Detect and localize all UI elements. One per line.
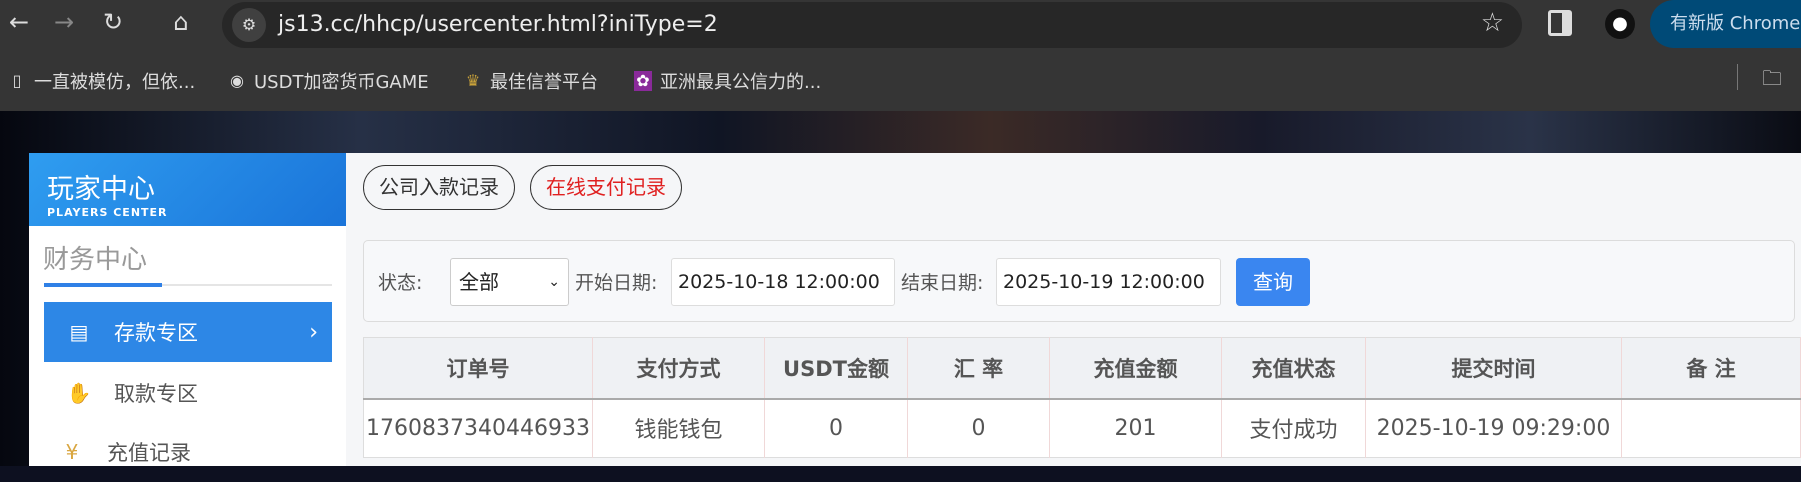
bookmarks-bar: ▯ 一直被模仿，但依... ◉ USDT加密货币GAME ♛ 最佳信誉平台 ✿ 亚洲最具… — [0, 50, 1801, 111]
sidebar-item-withdraw[interactable]: ✋ 取款专区 — [44, 363, 332, 423]
exchange-rate: 0 — [907, 398, 1050, 458]
column-header: 支付方式 — [592, 337, 765, 400]
divider — [1737, 64, 1738, 90]
folder-icon[interactable]: 🗀 — [1762, 66, 1782, 90]
column-header: 提交时间 — [1365, 337, 1622, 400]
bookmark-item[interactable]: ◉ USDT加密货币GAME — [228, 68, 429, 94]
records-table: 订单号 支付方式 USDT金额 汇 率 充值金额 充值状态 提交时间 备 注 1… — [363, 337, 1801, 458]
home-icon[interactable]: ⌂ — [173, 8, 189, 36]
card-icon: ▤ — [69, 320, 89, 344]
browser-toolbar: ← → ↻ ⌂ ⚙ js13.cc/hhcp/usercenter.html?i… — [0, 0, 1801, 50]
site-logo-icon: ♛ — [465, 71, 481, 90]
usdt-amount: 0 — [764, 398, 908, 458]
end-date-input[interactable]: 2025-10-19 12:00:00 — [996, 258, 1221, 306]
order-number: 1760837340446933 — [363, 398, 593, 458]
globe-icon: ◉ — [230, 71, 244, 90]
recharge-amount: 201 — [1049, 398, 1222, 458]
column-header: 充值金额 — [1049, 337, 1222, 400]
reload-icon[interactable]: ↻ — [102, 8, 124, 36]
recharge-status: 支付成功 — [1221, 398, 1366, 458]
forward-icon[interactable]: → — [53, 8, 75, 36]
status-label: 状态: — [378, 272, 423, 294]
start-date-label: 开始日期: — [575, 272, 658, 294]
chevron-down-icon: ⌄ — [548, 274, 560, 290]
side-panel-icon[interactable] — [1548, 10, 1572, 36]
payment-method: 钱能钱包 — [592, 398, 765, 458]
query-button[interactable]: 查询 — [1236, 258, 1310, 306]
bookmark-star-icon[interactable]: ☆ — [1480, 8, 1504, 38]
column-header: 充值状态 — [1221, 337, 1366, 400]
sidebar-item-deposit[interactable]: ▤ 存款专区 › — [44, 302, 332, 362]
column-header: 汇 率 — [907, 337, 1050, 400]
bookmark-item[interactable]: ✿ 亚洲最具公信力的... — [634, 68, 821, 94]
table-row: 1760837340446933 钱能钱包 0 0 201 支付成功 2025-… — [363, 398, 1801, 458]
sidebar-item-recharge-records[interactable]: ¥ 充值记录 — [37, 422, 325, 482]
start-date-input[interactable]: 2025-10-18 12:00:00 — [671, 258, 895, 306]
chevron-right-icon: › — [309, 319, 318, 345]
submit-time: 2025-10-19 09:29:00 — [1365, 398, 1622, 458]
end-date-label: 结束日期: — [901, 272, 984, 294]
bookmark-item[interactable]: ▯ 一直被模仿，但依... — [8, 68, 196, 94]
site-settings-icon[interactable]: ⚙ — [232, 8, 266, 42]
remark — [1621, 398, 1801, 458]
site-logo-icon: ✿ — [634, 71, 652, 91]
column-header: 订单号 — [363, 337, 593, 400]
tab-online-payment-records[interactable]: 在线支付记录 — [530, 165, 682, 210]
main-content: 公司入款记录 在线支付记录 状态: 全部 ⌄ 开始日期: 2025-10-18 1… — [346, 153, 1801, 466]
column-header: USDT金额 — [764, 337, 908, 400]
column-header: 备 注 — [1621, 337, 1801, 400]
url-text[interactable]: js13.cc/hhcp/usercenter.html?iniType=2 — [278, 12, 718, 37]
status-select[interactable]: 全部 ⌄ — [450, 258, 569, 306]
tab-company-deposit-records[interactable]: 公司入款记录 — [363, 165, 515, 210]
section-title: 财务中心 — [43, 245, 148, 275]
page-icon: ▯ — [12, 71, 22, 90]
hand-money-icon: ✋ — [66, 381, 92, 405]
bookmark-item[interactable]: ♛ 最佳信誉平台 — [465, 71, 598, 93]
money-bag-icon: ¥ — [65, 440, 79, 464]
profile-icon[interactable]: ● — [1605, 9, 1635, 39]
update-chrome-button[interactable]: 有新版 Chrome — [1650, 0, 1801, 48]
section-underline — [44, 283, 332, 287]
back-icon[interactable]: ← — [8, 8, 30, 36]
sidebar: 玩家中心 PLAYERS CENTER 财务中心 ▤ 存款专区 › ✋ 取款专区… — [29, 153, 346, 466]
sidebar-header: 玩家中心 PLAYERS CENTER — [29, 153, 346, 226]
filter-bar: 状态: 全部 ⌄ 开始日期: 2025-10-18 12:00:00 结束日期: … — [363, 240, 1795, 322]
address-bar[interactable]: ⚙ js13.cc/hhcp/usercenter.html?iniType=2… — [222, 2, 1522, 48]
